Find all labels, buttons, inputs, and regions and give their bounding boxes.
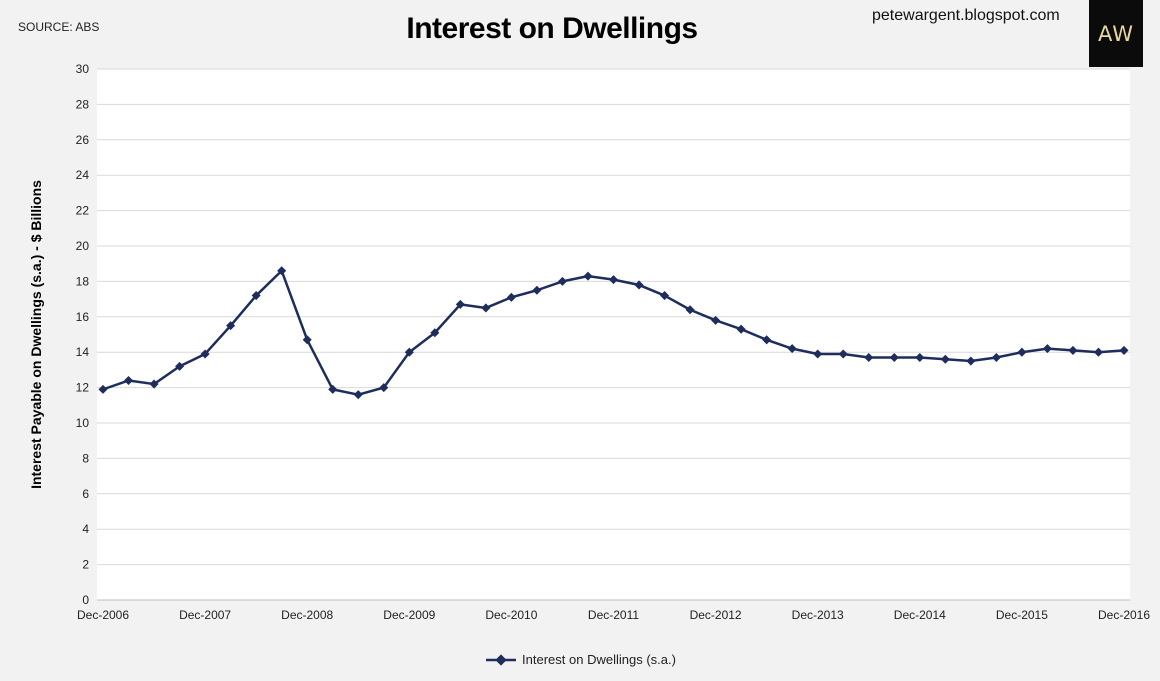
legend-marker-icon (486, 653, 517, 666)
x-tick-label: Dec-2006 (77, 608, 129, 622)
data-point (557, 276, 567, 286)
data-point (838, 349, 848, 359)
y-tick-label: 14 (76, 345, 90, 359)
x-tick-label: Dec-2015 (996, 608, 1048, 622)
y-tick-label: 22 (76, 204, 90, 218)
x-tick-label: Dec-2010 (485, 608, 537, 622)
legend: Interest on Dwellings (s.a.) (0, 652, 1160, 667)
aw-logo: AW (1089, 0, 1143, 67)
data-point (200, 349, 210, 359)
y-tick-label: 0 (82, 593, 89, 607)
y-tick-label: 30 (76, 62, 90, 76)
x-tick-label: Dec-2011 (588, 608, 639, 622)
data-point (583, 271, 593, 281)
y-tick-label: 2 (82, 558, 89, 572)
x-tick-label: Dec-2012 (690, 608, 742, 622)
y-tick-label: 28 (76, 97, 90, 111)
data-point (251, 291, 261, 301)
data-point (711, 315, 721, 325)
y-tick-label: 8 (82, 451, 89, 465)
y-axis-label: Interest Payable on Dwellings (s.a.) - $… (28, 180, 44, 489)
y-tick-label: 18 (76, 274, 90, 288)
y-tick-label: 24 (76, 168, 90, 182)
x-tick-label: Dec-2008 (281, 608, 333, 622)
x-tick-label: Dec-2014 (894, 608, 946, 622)
x-tick-label: Dec-2009 (383, 608, 435, 622)
data-point (149, 379, 159, 389)
source-note: SOURCE: ABS (18, 20, 100, 34)
y-tick-label: 6 (82, 487, 89, 501)
x-axis-ticks: Dec-2006 Dec-2007 Dec-2008 Dec-2009 Dec-2010… (77, 608, 1150, 622)
legend-label: Interest on Dwellings (s.a.) (522, 652, 676, 667)
data-point (175, 361, 185, 371)
data-point (98, 384, 108, 394)
y-tick-label: 12 (76, 381, 90, 395)
plot-area (97, 69, 1130, 600)
x-tick-label: Dec-2007 (179, 608, 231, 622)
data-point (966, 356, 976, 366)
y-tick-label: 20 (76, 239, 90, 253)
data-point (123, 375, 134, 386)
y-tick-label: 16 (76, 310, 90, 324)
y-tick-label: 4 (82, 522, 89, 536)
x-tick-label: Dec-2016 (1098, 608, 1150, 622)
y-tick-label: 10 (76, 416, 90, 430)
data-point (226, 321, 236, 331)
x-tick-label: Dec-2013 (792, 608, 844, 622)
blog-url: petewargent.blogspot.com (872, 7, 1060, 24)
chart-title: Interest on Dwellings (406, 12, 698, 45)
series-layer (98, 266, 1129, 400)
y-tick-label: 26 (76, 133, 90, 147)
